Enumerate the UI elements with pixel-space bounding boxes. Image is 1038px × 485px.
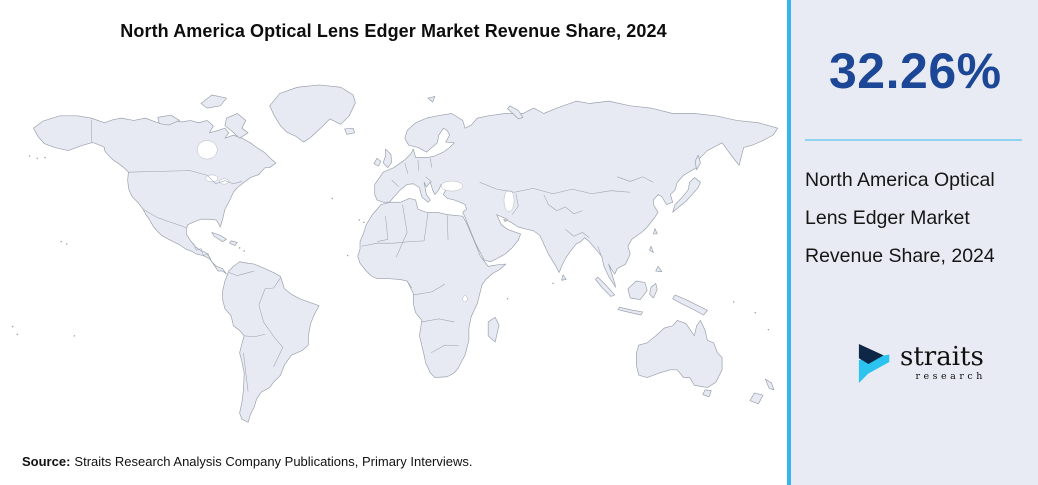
straits-research-logo-icon [858, 344, 890, 383]
world-map [11, 84, 779, 423]
stat-caption: North America Optical Lens Edger Market … [805, 169, 995, 267]
brand-name: straits [900, 342, 984, 372]
greenland [269, 84, 356, 143]
source-text: Straits Research Analysis Company Public… [74, 454, 473, 469]
source-label: Source: [22, 454, 71, 469]
continent-north-america [33, 115, 277, 275]
country-borders [91, 119, 654, 392]
stat-value: 32.26% [829, 43, 1002, 99]
brand-text: straits research [900, 344, 984, 382]
continent-south-america [222, 261, 320, 423]
small-island-dots [11, 155, 770, 337]
source-note: Source: Straits Research Analysis Company… [22, 454, 473, 469]
brand-logo: straits research [857, 341, 1038, 385]
continent-eurasia [374, 100, 779, 288]
stat-divider [805, 139, 1022, 141]
map-section: North America Optical Lens Edger Market … [11, 21, 779, 469]
lakes [196, 140, 515, 303]
vertical-divider [787, 0, 791, 485]
continent-australia [636, 320, 723, 388]
islands [157, 94, 775, 405]
page-title: North America Optical Lens Edger Market … [120, 21, 667, 41]
brand-tagline: research [915, 371, 986, 382]
stat-panel: 32.26% North America Optical Lens Edger … [791, 0, 1038, 485]
